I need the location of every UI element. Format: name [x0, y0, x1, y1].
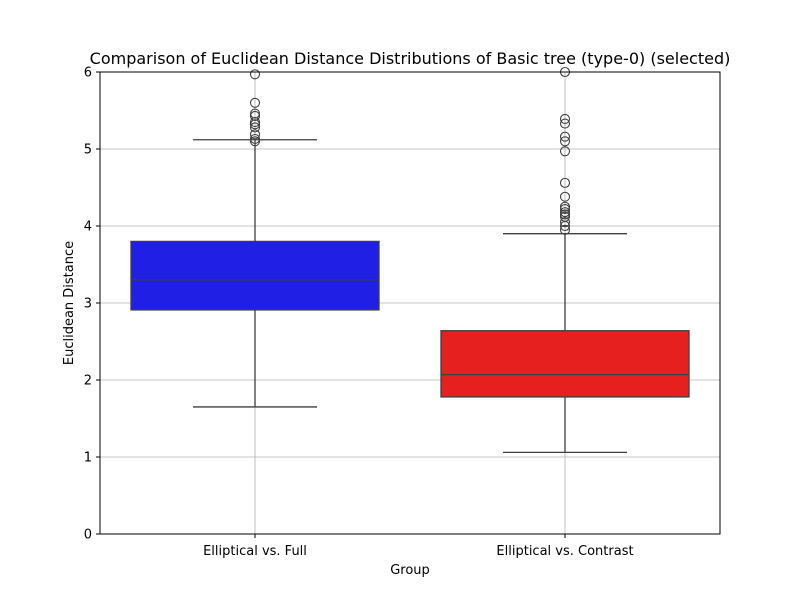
y-axis: 0 1 2 3 4 5 6	[84, 66, 100, 543]
outlier-point	[559, 131, 571, 142]
boxes	[130, 66, 690, 454]
box-group	[440, 66, 690, 454]
box-iqr	[440, 330, 690, 398]
y-tick-label: 2	[84, 374, 92, 389]
y-axis-label: Euclidean Distance	[62, 241, 77, 365]
x-axis: Elliptical vs. Full Elliptical vs. Contra…	[203, 534, 634, 559]
y-tick-label: 1	[84, 451, 92, 466]
y-tick-label: 3	[84, 297, 92, 312]
outlier-point	[249, 97, 261, 108]
outlier-point	[559, 177, 571, 188]
outlier-point	[559, 211, 571, 222]
outlier-point	[249, 133, 261, 145]
y-tick-label: 4	[84, 220, 92, 235]
box-group	[130, 69, 380, 408]
box-iqr	[130, 240, 380, 311]
outlier-point	[559, 204, 571, 215]
outlier-point	[559, 209, 571, 220]
outlier-point	[559, 191, 571, 202]
outlier-point	[559, 207, 571, 218]
outlier-point	[559, 118, 571, 129]
y-tick-label: 6	[84, 66, 92, 81]
outlier-point	[249, 110, 261, 121]
outlier-point	[559, 113, 571, 125]
outlier-point	[559, 224, 571, 235]
y-tick-label: 0	[84, 528, 92, 543]
outlier-point	[559, 136, 571, 147]
plot-frame	[99, 71, 721, 535]
outlier-point	[249, 69, 261, 80]
x-tick-label: Elliptical vs. Contrast	[496, 544, 633, 559]
chart-title: Comparison of Euclidean Distance Distrib…	[90, 49, 731, 68]
outlier-point	[249, 108, 261, 119]
outlier-point	[559, 217, 571, 228]
outlier-point	[559, 201, 571, 212]
x-tick-label: Elliptical vs. Full	[203, 544, 307, 559]
outlier-point	[559, 146, 571, 157]
outlier-point	[249, 136, 261, 147]
y-tick-label: 5	[84, 143, 92, 158]
outlier-point	[249, 129, 261, 140]
x-axis-label: Group	[390, 563, 430, 578]
outlier-point	[249, 122, 261, 133]
